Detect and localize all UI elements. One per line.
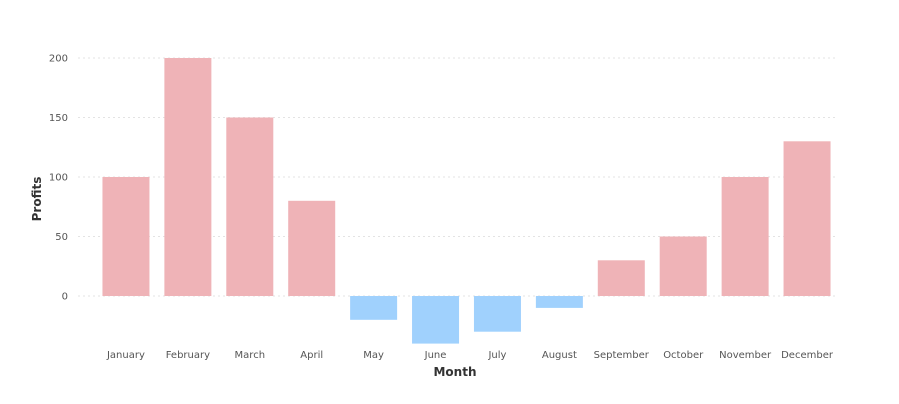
y-tick-label: 200 bbox=[49, 54, 68, 65]
bar-june[interactable] bbox=[412, 296, 460, 344]
bar-may[interactable] bbox=[350, 296, 398, 320]
x-tick-label: May bbox=[363, 350, 384, 361]
x-tick-label: June bbox=[424, 350, 447, 361]
bar-layer bbox=[102, 58, 831, 344]
bar-february[interactable] bbox=[164, 58, 212, 296]
y-axis-title: Profits bbox=[30, 177, 44, 222]
bar-september[interactable] bbox=[597, 260, 645, 296]
y-tick-label: 0 bbox=[62, 292, 68, 303]
bar-august[interactable] bbox=[535, 296, 583, 308]
x-axis-title: Month bbox=[433, 365, 476, 379]
bar-october[interactable] bbox=[659, 236, 707, 297]
x-tick-layer: January February March April May June July Augu… bbox=[106, 350, 834, 361]
y-tick-label: 50 bbox=[55, 232, 68, 243]
x-tick-label: April bbox=[300, 350, 323, 361]
bar-july[interactable] bbox=[473, 296, 521, 332]
x-tick-label: November bbox=[719, 350, 772, 361]
x-tick-label: March bbox=[235, 350, 265, 361]
x-tick-label: October bbox=[663, 350, 704, 361]
x-tick-label: February bbox=[166, 350, 210, 361]
y-tick-label: 100 bbox=[49, 173, 68, 184]
x-tick-label: December bbox=[781, 350, 834, 361]
y-tick-label: 150 bbox=[49, 113, 68, 124]
bar-december[interactable] bbox=[783, 141, 831, 296]
x-tick-label: August bbox=[542, 350, 577, 361]
x-tick-label: July bbox=[487, 350, 506, 361]
bar-january[interactable] bbox=[102, 177, 150, 296]
bar-november[interactable] bbox=[721, 177, 769, 296]
x-tick-label: January bbox=[106, 350, 145, 361]
bar-april[interactable] bbox=[288, 200, 336, 296]
x-tick-label: September bbox=[594, 350, 650, 361]
bar-march[interactable] bbox=[226, 117, 274, 297]
y-tick-layer: 0 50 100 150 200 bbox=[49, 54, 68, 303]
